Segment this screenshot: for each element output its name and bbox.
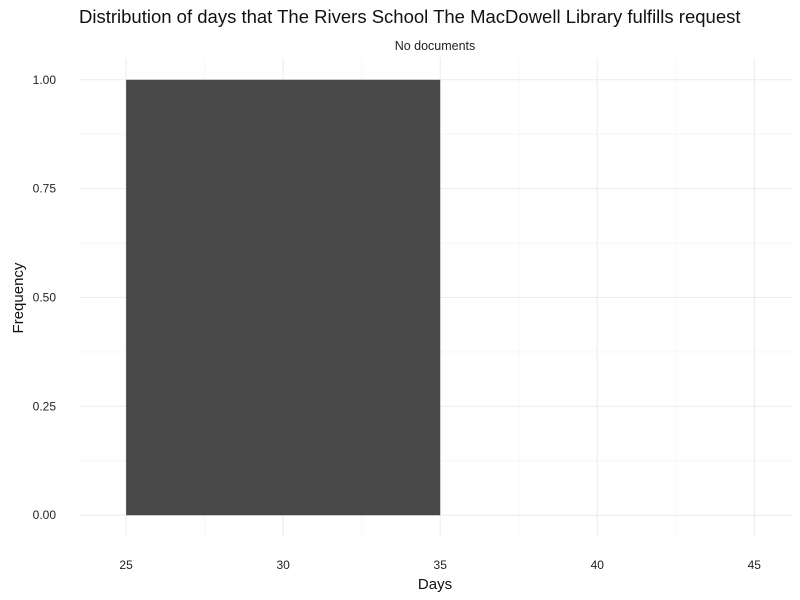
x-tick-label: 25 [119, 558, 133, 572]
y-tick-label: 0.75 [33, 182, 57, 196]
x-axis-title: Days [418, 576, 452, 593]
chart-title: Distribution of days that The Rivers Sch… [79, 6, 741, 27]
y-axis-title: Frequency [10, 262, 27, 333]
chart-subtitle: No documents [394, 39, 476, 53]
x-tick-label: 40 [591, 558, 605, 572]
y-tick-label: 0.25 [33, 399, 57, 413]
y-axis-ticks: 0.00 0.25 0.50 0.75 1.00 [33, 73, 57, 522]
y-tick-label: 0.00 [33, 508, 57, 522]
x-tick-label: 45 [748, 558, 762, 572]
y-tick-label: 0.50 [33, 291, 57, 305]
histogram-bar [126, 79, 441, 516]
y-tick-label: 1.00 [33, 73, 57, 87]
x-axis-ticks: 25 30 35 40 45 [119, 558, 761, 572]
x-tick-label: 35 [434, 558, 448, 572]
histogram-bars [126, 79, 441, 516]
x-tick-label: 30 [276, 558, 290, 572]
